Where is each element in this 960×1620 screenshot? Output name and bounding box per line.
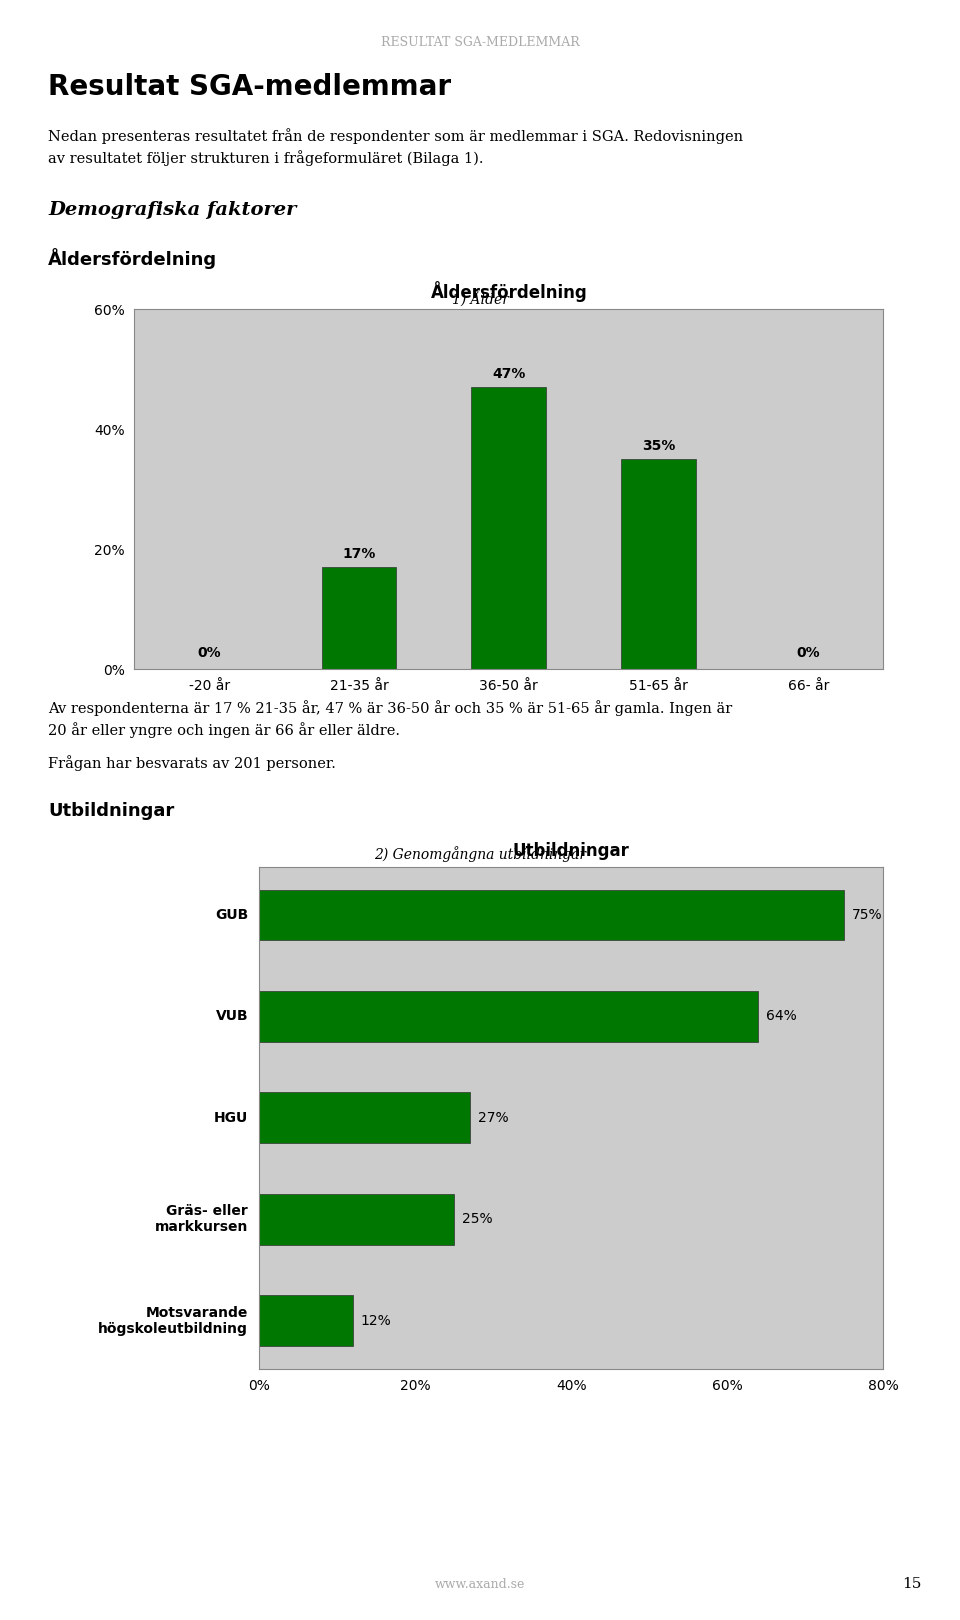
Title: Utbildningar: Utbildningar <box>513 841 630 860</box>
Text: 15: 15 <box>902 1576 922 1591</box>
Text: 17%: 17% <box>343 548 375 561</box>
Text: GUB: GUB <box>215 907 248 922</box>
Text: RESULTAT SGA-MEDLEMMAR: RESULTAT SGA-MEDLEMMAR <box>380 36 580 49</box>
Text: Demografiska faktorer: Demografiska faktorer <box>48 201 297 219</box>
Text: Frågan har besvarats av 201 personer.: Frågan har besvarats av 201 personer. <box>48 755 336 771</box>
Text: HGU: HGU <box>214 1111 248 1124</box>
Bar <box>322 567 396 669</box>
Text: 75%: 75% <box>852 907 882 922</box>
Bar <box>471 387 546 669</box>
Text: Utbildningar: Utbildningar <box>48 802 175 820</box>
Text: VUB: VUB <box>215 1009 248 1024</box>
Text: Av respondenterna är 17 % 21-35 år, 47 % är 36-50 år och 35 % är 51-65 år gamla.: Av respondenterna är 17 % 21-35 år, 47 %… <box>48 700 732 739</box>
Text: Åldersfördelning: Åldersfördelning <box>48 248 217 269</box>
Text: Resultat SGA-medlemmar: Resultat SGA-medlemmar <box>48 73 451 100</box>
Text: 1) Ålder: 1) Ålder <box>451 292 509 308</box>
Text: Gräs- eller
markkursen: Gräs- eller markkursen <box>155 1204 248 1234</box>
Text: 25%: 25% <box>462 1212 492 1226</box>
Bar <box>259 991 758 1042</box>
Text: 47%: 47% <box>492 368 525 381</box>
Text: Motsvarande
högskoleutbildning: Motsvarande högskoleutbildning <box>98 1306 248 1336</box>
Text: 64%: 64% <box>766 1009 797 1024</box>
Text: Nedan presenteras resultatet från de respondenter som är medlemmar i SGA. Redovi: Nedan presenteras resultatet från de res… <box>48 128 743 167</box>
Text: 0%: 0% <box>797 646 820 659</box>
Text: 27%: 27% <box>478 1111 508 1124</box>
Bar <box>259 1296 353 1346</box>
Title: Åldersfördelning: Åldersfördelning <box>430 282 588 303</box>
Bar <box>259 889 844 940</box>
Text: 12%: 12% <box>361 1314 392 1328</box>
Bar <box>621 460 696 669</box>
Bar <box>259 1194 454 1244</box>
Text: 2) Genomgångna utbildningar: 2) Genomgångna utbildningar <box>374 846 586 862</box>
Text: www.axand.se: www.axand.se <box>435 1578 525 1591</box>
Text: 35%: 35% <box>642 439 675 454</box>
Bar <box>259 1092 469 1144</box>
Text: 0%: 0% <box>198 646 221 659</box>
